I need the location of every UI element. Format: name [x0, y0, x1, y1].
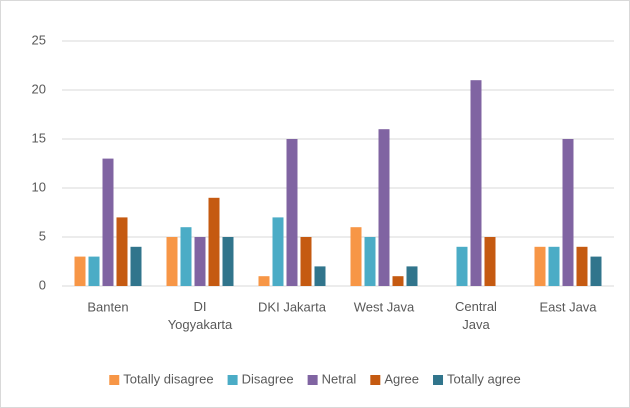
- legend-swatch: [433, 375, 444, 385]
- legend-swatch: [307, 375, 318, 385]
- bar: [194, 237, 206, 286]
- y-tick-label: 15: [32, 130, 46, 145]
- bar: [222, 237, 234, 286]
- bar: [470, 80, 482, 286]
- bar: [286, 139, 298, 286]
- y-tick-label: 10: [32, 179, 46, 194]
- bar: [166, 237, 178, 286]
- bar: [392, 276, 404, 286]
- bar: [456, 246, 468, 286]
- legend-label: Agree: [384, 371, 419, 386]
- bar: [130, 246, 142, 286]
- bar: [590, 256, 602, 286]
- x-tick-label: East Java: [539, 299, 597, 314]
- legend-swatch: [370, 375, 381, 385]
- x-tick-label: DI Yogyakarta: [168, 299, 233, 332]
- legend-label: Totally disagree: [123, 371, 213, 386]
- x-tick-label: Central Java: [455, 299, 497, 332]
- y-tick-label: 25: [32, 32, 46, 47]
- y-tick-label: 20: [32, 81, 46, 96]
- x-tick-label: West Java: [354, 299, 415, 314]
- legend-label: Disagree: [242, 371, 294, 386]
- bar: [576, 246, 588, 286]
- bar: [548, 246, 560, 286]
- legend-label: Netral: [322, 371, 357, 386]
- bar: [102, 158, 114, 286]
- bar: [534, 246, 546, 286]
- legend-swatch: [109, 375, 120, 385]
- legend: Totally disagree Disagree Netral Agree Total…: [109, 371, 521, 386]
- y-tick-label: 0: [39, 277, 46, 292]
- bar: [74, 256, 86, 286]
- legend-label: Totally agree: [447, 371, 521, 386]
- bar: [180, 227, 192, 286]
- bar: [300, 237, 312, 286]
- bar: [562, 139, 574, 286]
- legend-swatch: [227, 375, 238, 385]
- bar: [484, 237, 496, 286]
- bar: [272, 217, 284, 286]
- bar: [350, 227, 362, 286]
- bar: [378, 129, 390, 286]
- y-tick-label: 5: [39, 228, 46, 243]
- bar: [88, 256, 100, 286]
- bar: [314, 266, 326, 286]
- bar: [208, 197, 220, 286]
- bar: [258, 276, 270, 286]
- bar: [364, 237, 376, 286]
- bar: [116, 217, 128, 286]
- bar: [406, 266, 418, 286]
- x-tick-label: DKI Jakarta: [258, 299, 327, 314]
- x-tick-label: Banten: [87, 299, 128, 314]
